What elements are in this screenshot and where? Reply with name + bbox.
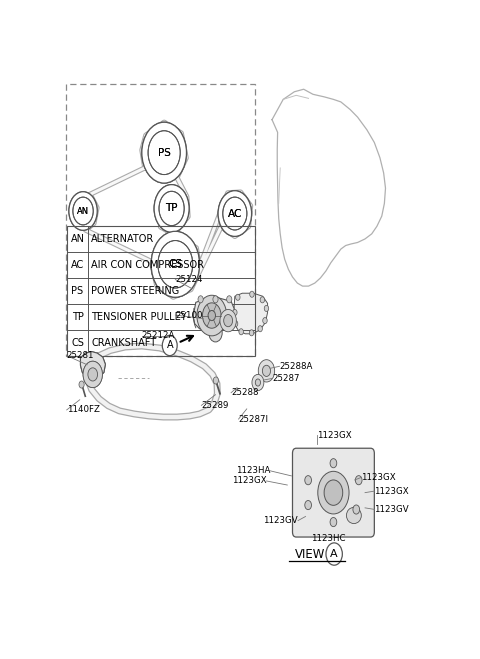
Circle shape bbox=[88, 368, 97, 381]
Text: 25287I: 25287I bbox=[239, 415, 269, 424]
Circle shape bbox=[330, 459, 337, 468]
Text: 25124: 25124 bbox=[175, 275, 203, 284]
Ellipse shape bbox=[347, 507, 361, 524]
Circle shape bbox=[197, 295, 227, 336]
Circle shape bbox=[83, 361, 102, 387]
Text: 1123HC: 1123HC bbox=[311, 534, 345, 543]
Text: TP: TP bbox=[72, 312, 84, 322]
Text: 25281: 25281 bbox=[67, 351, 94, 360]
Circle shape bbox=[260, 297, 264, 303]
Text: TP: TP bbox=[165, 204, 178, 214]
Text: 1123HA: 1123HA bbox=[236, 467, 270, 475]
Text: AN: AN bbox=[71, 234, 84, 244]
Circle shape bbox=[218, 190, 252, 237]
Circle shape bbox=[220, 310, 236, 331]
Circle shape bbox=[255, 379, 261, 386]
Text: 1123GX: 1123GX bbox=[361, 473, 396, 482]
Circle shape bbox=[324, 480, 343, 505]
Circle shape bbox=[239, 329, 243, 335]
Circle shape bbox=[330, 517, 337, 527]
Text: 1123GX: 1123GX bbox=[317, 431, 351, 440]
Circle shape bbox=[213, 296, 218, 303]
Circle shape bbox=[263, 318, 267, 324]
Circle shape bbox=[258, 360, 275, 382]
Circle shape bbox=[355, 476, 362, 485]
Circle shape bbox=[213, 377, 218, 384]
Text: 1123GV: 1123GV bbox=[374, 505, 409, 514]
Circle shape bbox=[142, 122, 186, 183]
Circle shape bbox=[88, 368, 97, 381]
Circle shape bbox=[224, 314, 233, 327]
Circle shape bbox=[151, 231, 200, 297]
Text: PS: PS bbox=[158, 148, 170, 158]
Polygon shape bbox=[234, 293, 267, 334]
Circle shape bbox=[305, 476, 312, 485]
Circle shape bbox=[79, 381, 84, 388]
Circle shape bbox=[326, 543, 342, 565]
Circle shape bbox=[258, 326, 263, 331]
Circle shape bbox=[154, 185, 189, 233]
Text: 25288: 25288 bbox=[231, 388, 259, 397]
Circle shape bbox=[83, 361, 102, 387]
Text: AN: AN bbox=[77, 206, 89, 215]
Text: AC: AC bbox=[228, 208, 242, 219]
Text: 1123GV: 1123GV bbox=[264, 516, 298, 525]
Circle shape bbox=[142, 122, 186, 183]
Text: 25289: 25289 bbox=[202, 401, 229, 410]
Circle shape bbox=[69, 192, 97, 230]
Circle shape bbox=[264, 305, 269, 312]
Polygon shape bbox=[193, 299, 234, 331]
Text: CS: CS bbox=[71, 337, 84, 348]
Text: AN: AN bbox=[77, 206, 89, 215]
Text: 25287: 25287 bbox=[272, 374, 300, 383]
Circle shape bbox=[263, 365, 271, 376]
Text: PS: PS bbox=[72, 286, 84, 296]
Circle shape bbox=[233, 310, 237, 316]
Text: POWER STEERING: POWER STEERING bbox=[91, 286, 180, 296]
Text: 1140FZ: 1140FZ bbox=[67, 405, 99, 415]
Text: ALTERNATOR: ALTERNATOR bbox=[91, 234, 155, 244]
Text: AIR CON COMPRESSOR: AIR CON COMPRESSOR bbox=[91, 260, 204, 270]
Circle shape bbox=[236, 294, 240, 301]
Text: CS: CS bbox=[168, 259, 182, 270]
FancyBboxPatch shape bbox=[292, 448, 374, 537]
Circle shape bbox=[69, 192, 97, 230]
Circle shape bbox=[227, 296, 232, 303]
Text: 1123GX: 1123GX bbox=[232, 476, 266, 486]
Circle shape bbox=[318, 471, 349, 514]
Bar bbox=[67, 226, 254, 356]
Circle shape bbox=[154, 185, 189, 233]
Circle shape bbox=[151, 231, 200, 297]
Circle shape bbox=[218, 190, 252, 237]
Circle shape bbox=[203, 303, 221, 328]
Text: 25100: 25100 bbox=[175, 310, 203, 320]
Circle shape bbox=[249, 330, 254, 336]
Bar bbox=[66, 84, 255, 356]
Text: A: A bbox=[167, 341, 173, 351]
Text: VIEW: VIEW bbox=[295, 548, 325, 561]
Circle shape bbox=[233, 321, 238, 327]
Circle shape bbox=[208, 310, 216, 321]
Text: AC: AC bbox=[228, 208, 242, 219]
Circle shape bbox=[250, 291, 254, 297]
Circle shape bbox=[198, 296, 203, 303]
Circle shape bbox=[353, 505, 360, 514]
Text: 25212A: 25212A bbox=[142, 331, 175, 340]
Text: TENSIONER PULLEY: TENSIONER PULLEY bbox=[91, 312, 187, 322]
Circle shape bbox=[252, 374, 264, 391]
Text: A: A bbox=[330, 549, 338, 559]
Circle shape bbox=[305, 500, 312, 509]
Polygon shape bbox=[81, 351, 106, 380]
Text: PS: PS bbox=[158, 148, 170, 158]
Circle shape bbox=[209, 324, 222, 342]
Text: CS: CS bbox=[168, 259, 182, 270]
Text: 1123GX: 1123GX bbox=[374, 486, 409, 496]
Text: 25288A: 25288A bbox=[279, 362, 313, 371]
Text: CRANKSHAFT: CRANKSHAFT bbox=[91, 337, 156, 348]
Text: AC: AC bbox=[71, 260, 84, 270]
Text: TP: TP bbox=[165, 204, 178, 214]
Circle shape bbox=[162, 335, 177, 356]
